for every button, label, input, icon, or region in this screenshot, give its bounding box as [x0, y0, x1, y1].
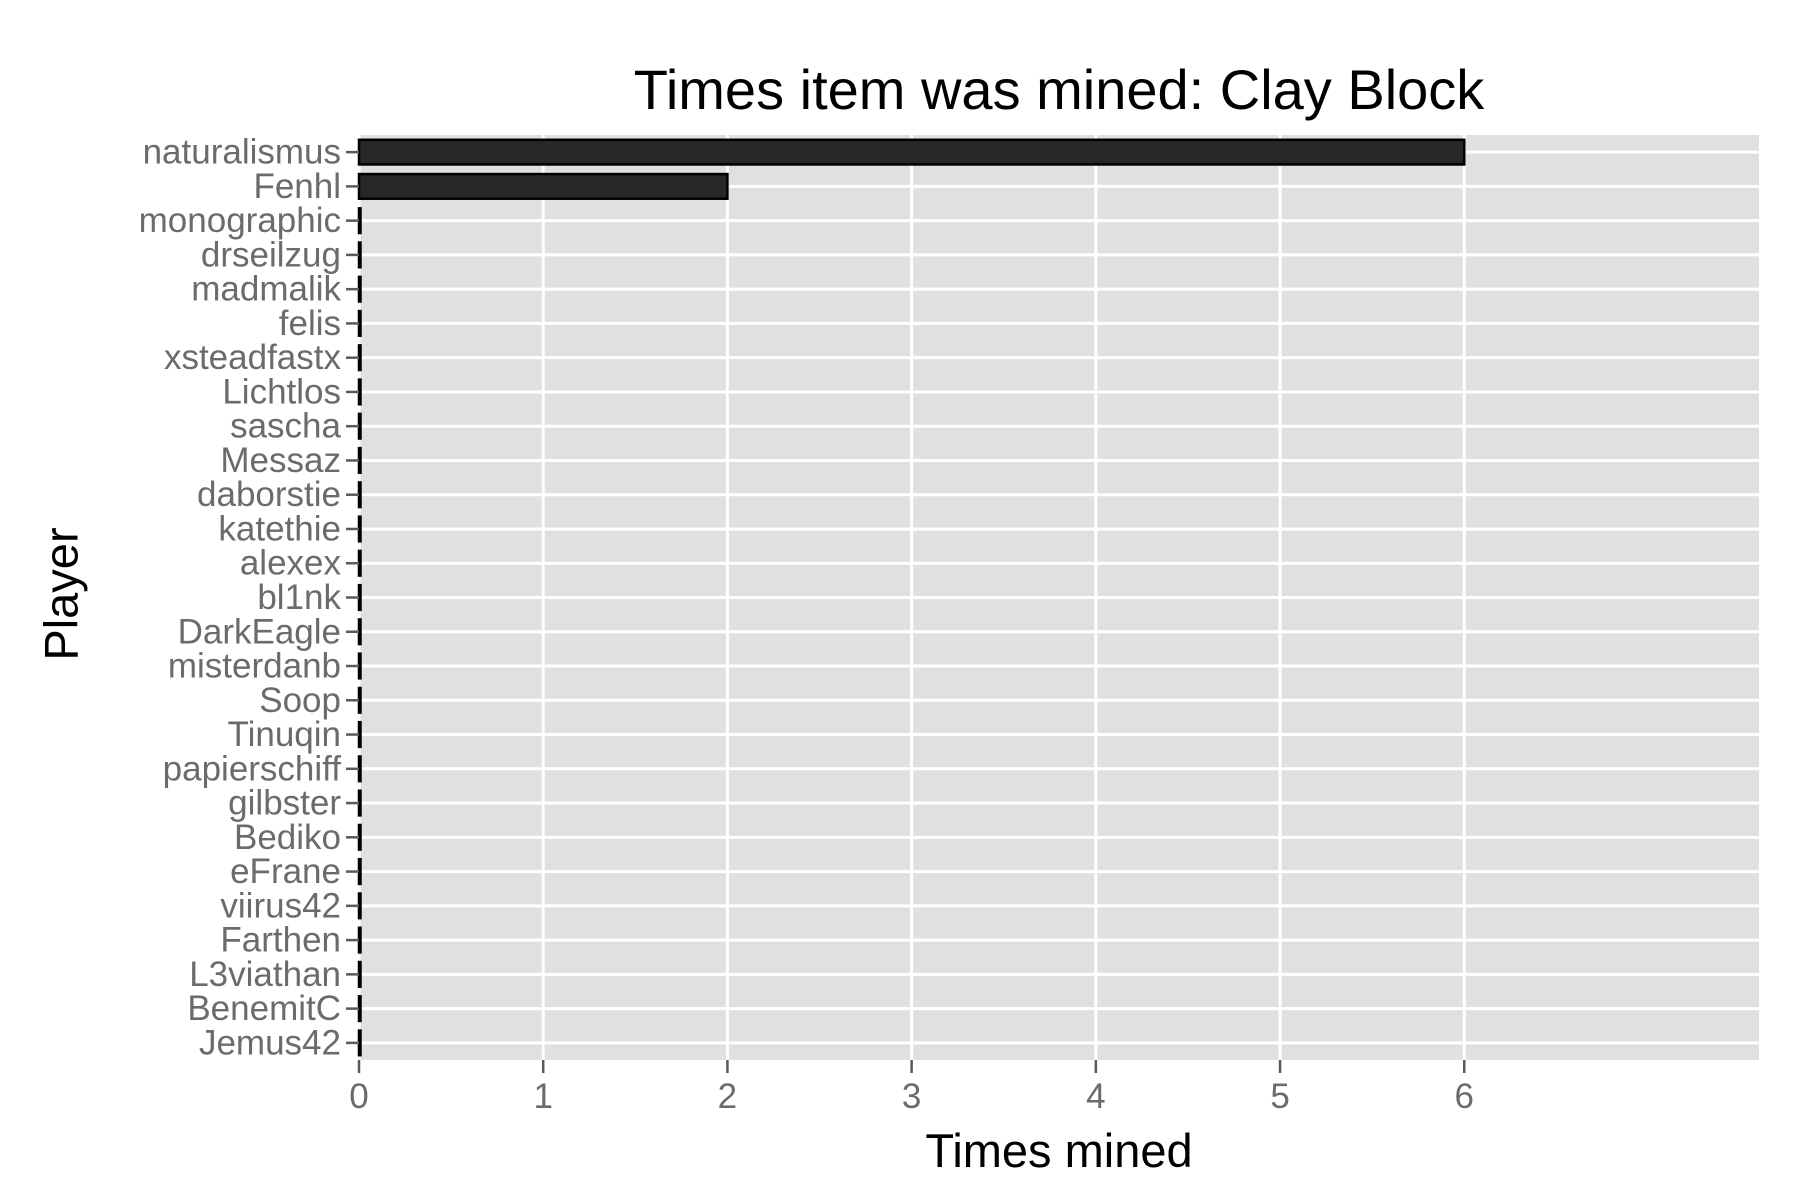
y-tick-label: papierschiff [163, 749, 342, 788]
y-tick-label: misterdanb [168, 647, 341, 686]
y-tick-label: sascha [230, 407, 341, 446]
bar [357, 960, 362, 988]
bar [357, 446, 362, 475]
y-tick-label: Bediko [234, 818, 341, 857]
bar [357, 241, 362, 269]
bar [357, 789, 362, 817]
y-tick-label: eFrane [230, 852, 341, 891]
y-tick-label: DarkEagle [178, 612, 341, 651]
bar [357, 378, 362, 406]
bar [357, 1029, 362, 1057]
bar [357, 892, 362, 920]
y-tick-label: Tinuqin [228, 715, 342, 754]
x-tick-label: 3 [902, 1077, 921, 1116]
y-tick-label: monographic [139, 201, 341, 240]
bar [357, 720, 362, 749]
bar [357, 138, 1466, 166]
y-tick-label: bl1nk [257, 578, 341, 617]
x-tick-label: 0 [349, 1077, 368, 1116]
y-tick-label: Farthen [220, 921, 341, 960]
bar [357, 549, 362, 577]
y-tick-label: Lichtlos [222, 372, 341, 411]
y-tick-label: viirus42 [220, 886, 341, 925]
x-tick-label: 4 [1086, 1077, 1105, 1116]
y-tick-label: gilbster [228, 784, 341, 823]
bar [357, 755, 362, 783]
y-tick-label: Jemus42 [199, 1023, 341, 1062]
x-tick-label: 5 [1270, 1077, 1289, 1116]
y-tick-label: Messaz [220, 441, 341, 480]
y-tick-label: L3viathan [189, 955, 341, 994]
x-axis-title: Times mined [925, 1124, 1193, 1177]
y-tick-label: katethie [218, 509, 341, 548]
bar [357, 481, 362, 509]
chart-title: Times item was mined: Clay Block [633, 58, 1485, 121]
y-tick-label: drseilzug [201, 235, 341, 274]
bar [357, 344, 362, 372]
bar [357, 583, 362, 612]
bar [357, 926, 362, 954]
x-tick-label: 1 [533, 1077, 552, 1116]
y-tick-label: madmalik [191, 270, 341, 309]
bar [357, 823, 362, 851]
bar [357, 412, 362, 440]
y-tick-label: Soop [259, 681, 341, 720]
y-tick-label: daborstie [197, 475, 341, 514]
x-tick-label: 2 [718, 1077, 737, 1116]
bar [357, 995, 362, 1023]
bar [357, 172, 729, 200]
y-tick-label: Fenhl [253, 167, 341, 206]
y-tick-label: xsteadfastx [164, 338, 342, 377]
bar [357, 275, 362, 303]
y-tick-label: alexex [240, 544, 342, 583]
bar [357, 515, 362, 543]
bar [357, 309, 362, 338]
bar [357, 207, 362, 235]
y-tick-label: BenemitC [187, 989, 341, 1028]
bar [357, 652, 362, 680]
x-tick-label: 6 [1455, 1077, 1474, 1116]
y-tick-label: felis [279, 304, 341, 343]
bar [357, 857, 362, 886]
bar [357, 618, 362, 646]
bar [357, 686, 362, 714]
y-tick-label: naturalismus [143, 133, 341, 172]
